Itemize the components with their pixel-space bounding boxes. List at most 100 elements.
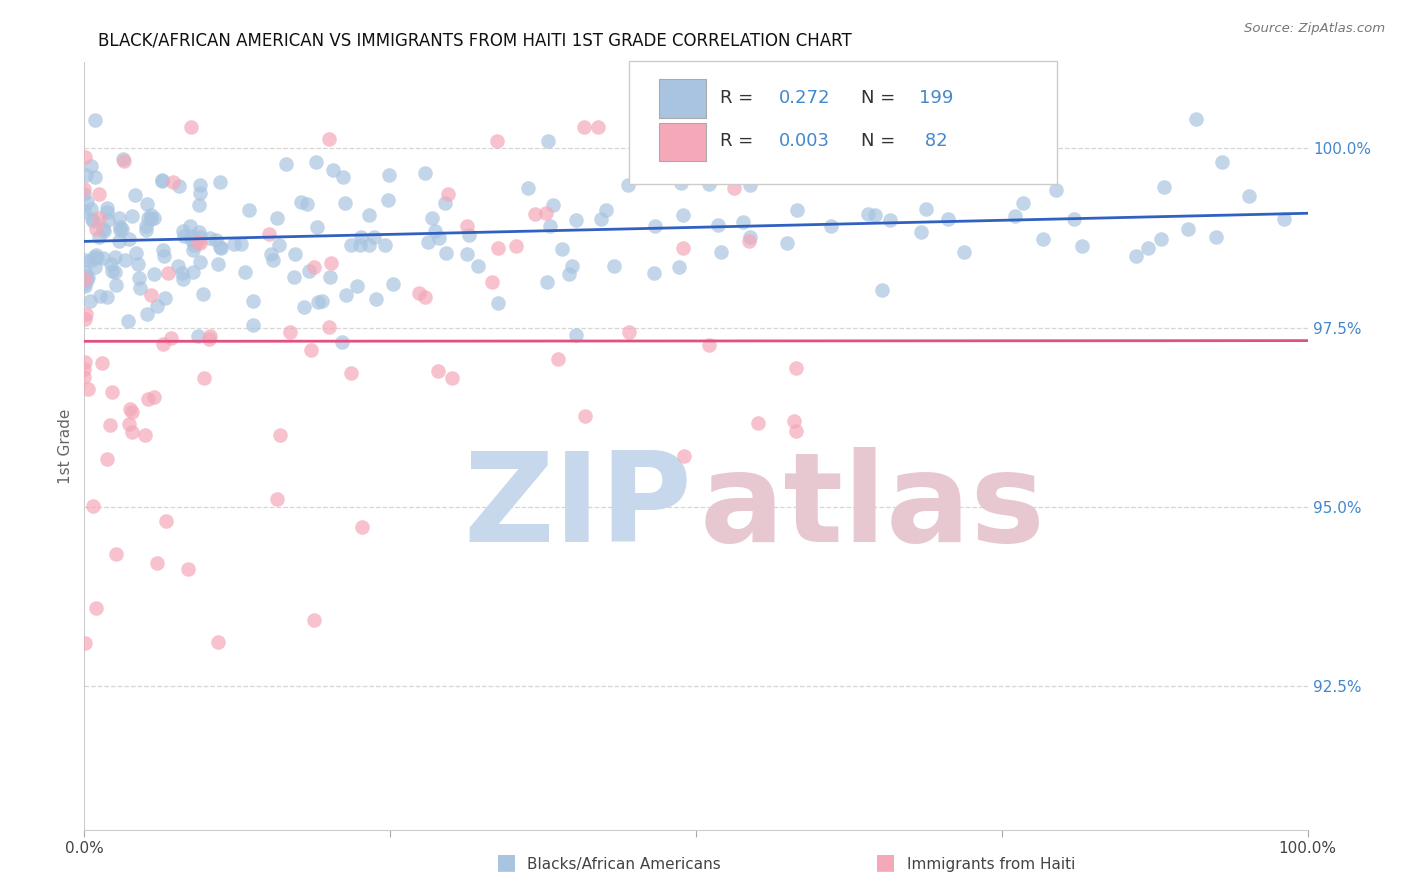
Point [121,425,143,440]
Text: atlas: atlas [700,447,1046,568]
Point [142,211,165,225]
Point [208,175,231,189]
Point [177,562,200,576]
Point [346,279,368,293]
Point [1237,188,1260,202]
Point [136,307,159,321]
Point [536,275,558,289]
Point [152,174,174,188]
Y-axis label: 1st Grade: 1st Grade [58,409,73,483]
Text: N =: N = [860,132,901,151]
Point [591,211,613,226]
Point [82,499,104,513]
Point [89,211,111,225]
Point [187,197,209,211]
Point [266,211,288,226]
Point [374,238,396,252]
Point [1032,232,1054,246]
Point [299,343,322,357]
Point [188,186,211,200]
Point [108,234,131,248]
Point [129,281,152,295]
Point [121,405,143,419]
Point [93,251,115,265]
Point [350,230,373,244]
Point [870,283,893,297]
Text: 199: 199 [918,88,953,107]
Text: Blacks/African Americans: Blacks/African Americans [527,857,721,872]
Point [458,227,481,242]
Point [617,178,640,192]
Point [118,232,141,246]
Point [349,238,371,252]
Text: BLACK/AFRICAN AMERICAN VS IMMIGRANTS FROM HAITI 1ST GRADE CORRELATION CHART: BLACK/AFRICAN AMERICAN VS IMMIGRANTS FRO… [98,31,852,49]
Point [73,355,96,369]
Point [83,260,105,274]
Point [266,491,288,506]
Point [167,259,190,273]
Point [915,202,938,216]
Point [125,246,148,260]
Point [138,392,160,406]
Point [73,362,96,376]
Point [150,173,173,187]
Point [141,287,163,301]
Point [332,170,354,185]
Point [104,547,127,561]
Point [104,265,127,279]
Point [167,179,190,194]
Point [672,241,695,255]
Point [537,134,560,148]
Point [188,235,211,250]
Point [75,307,97,321]
Point [257,227,280,242]
Point [141,208,163,222]
Point [152,337,174,351]
Point [121,209,143,223]
Point [198,231,221,245]
Point [76,273,98,287]
Point [181,265,204,279]
Point [73,204,96,219]
Point [378,168,401,182]
Point [330,334,353,349]
Point [783,414,806,428]
Point [73,277,96,292]
Point [114,154,136,169]
Point [685,154,707,169]
Point [413,290,436,304]
Point [193,371,215,385]
Point [1071,239,1094,253]
Point [1045,183,1067,197]
Point [180,120,202,134]
Point [87,230,110,244]
Point [162,175,184,189]
Point [304,613,326,627]
Point [73,252,96,267]
Text: ■: ■ [876,853,896,872]
Point [707,218,730,232]
Point [207,634,229,648]
Point [172,224,194,238]
Point [111,152,134,166]
Point [205,233,228,247]
Point [541,198,564,212]
Point [731,215,754,229]
Point [297,264,319,278]
FancyBboxPatch shape [659,123,706,161]
Point [181,243,204,257]
Point [222,237,245,252]
Point [198,328,221,343]
Point [156,266,179,280]
Point [93,224,115,238]
Point [73,279,96,293]
Point [1177,222,1199,236]
Point [188,230,211,244]
Point [114,252,136,267]
Point [87,186,110,201]
Point [936,212,959,227]
Point [710,245,733,260]
Point [408,286,430,301]
Point [146,556,169,570]
Point [75,168,97,182]
